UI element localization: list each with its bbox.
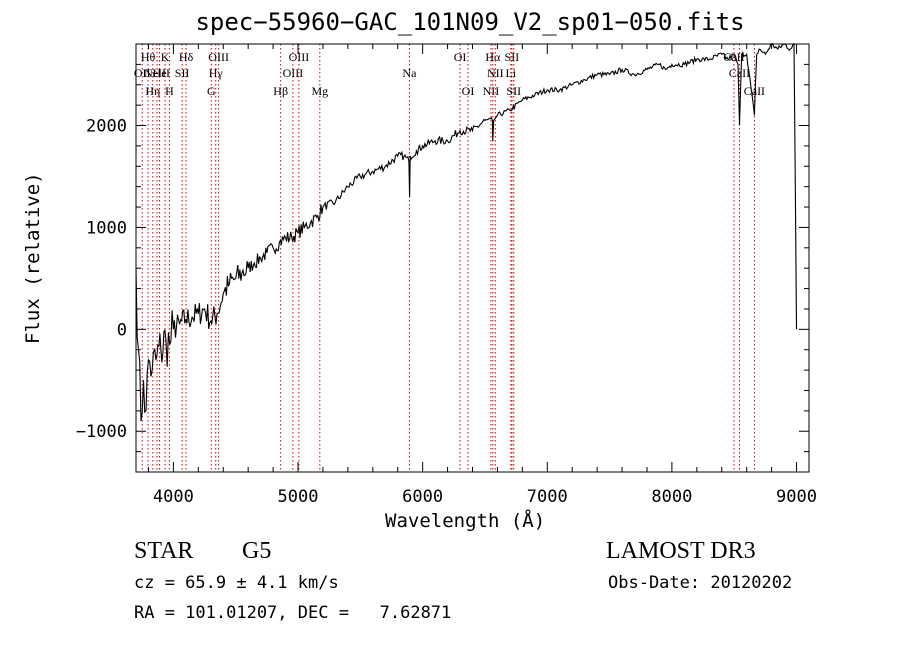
spectrum-line bbox=[135, 42, 798, 422]
line-label: Hβ bbox=[273, 84, 288, 98]
obs-date-text: Obs-Date: 20120202 bbox=[608, 573, 793, 593]
line-label: He bbox=[153, 66, 167, 80]
line-label: OIII bbox=[208, 50, 229, 64]
y-tick-label: −1000 bbox=[76, 422, 127, 442]
line-label: OI bbox=[454, 50, 467, 64]
line-label: Hη bbox=[145, 84, 160, 98]
line-label: SII bbox=[506, 84, 521, 98]
line-label: Hα bbox=[485, 50, 501, 64]
line-label: NII bbox=[487, 66, 504, 80]
line-label: Na bbox=[402, 66, 417, 80]
line-label: CaII bbox=[729, 66, 750, 80]
y-axis-label: Flux (relative) bbox=[22, 172, 44, 344]
line-label: SII bbox=[505, 50, 520, 64]
x-tick-label: 7000 bbox=[527, 487, 568, 507]
line-label: OI bbox=[462, 84, 475, 98]
x-tick-label: 5000 bbox=[278, 487, 319, 507]
line-label: CaII bbox=[744, 84, 765, 98]
y-tick-label: 1000 bbox=[86, 218, 127, 238]
plot-frame bbox=[135, 43, 810, 473]
object-subclass: G5 bbox=[242, 538, 272, 564]
redshift-text: cz = 65.9 ± 4.1 km/s bbox=[134, 573, 339, 593]
line-label: H bbox=[165, 84, 174, 98]
line-label: OIII bbox=[283, 66, 304, 80]
line-label: G bbox=[207, 84, 216, 98]
x-tick-label: 4000 bbox=[153, 487, 194, 507]
line-label: OII bbox=[134, 66, 151, 80]
x-axis-label: Wavelength (Å) bbox=[385, 510, 546, 532]
line-label: NII bbox=[483, 84, 500, 98]
line-label: Hθ bbox=[141, 50, 156, 64]
x-tick-label: 9000 bbox=[776, 487, 817, 507]
x-tick-label: 8000 bbox=[651, 487, 692, 507]
y-tick-label: 2000 bbox=[86, 117, 127, 137]
survey-name: LAMOST DR3 bbox=[606, 538, 756, 564]
line-label: Li bbox=[506, 66, 517, 80]
object-class: STAR bbox=[134, 538, 194, 564]
line-label: K bbox=[161, 50, 170, 64]
y-tick-label: 0 bbox=[117, 320, 127, 340]
line-label: Hδ bbox=[179, 50, 194, 64]
line-label: NeIII bbox=[144, 66, 170, 80]
chart-title: spec−55960−GAC_101N09_V2_sp01−050.fits bbox=[195, 8, 745, 36]
line-label: SII bbox=[175, 66, 190, 80]
line-label: Mg bbox=[311, 84, 328, 98]
x-tick-label: 6000 bbox=[402, 487, 443, 507]
line-label: OIII bbox=[289, 50, 310, 64]
radec-text: RA = 101.01207, DEC = 7.62871 bbox=[134, 603, 452, 623]
line-label: Hγ bbox=[209, 66, 224, 80]
